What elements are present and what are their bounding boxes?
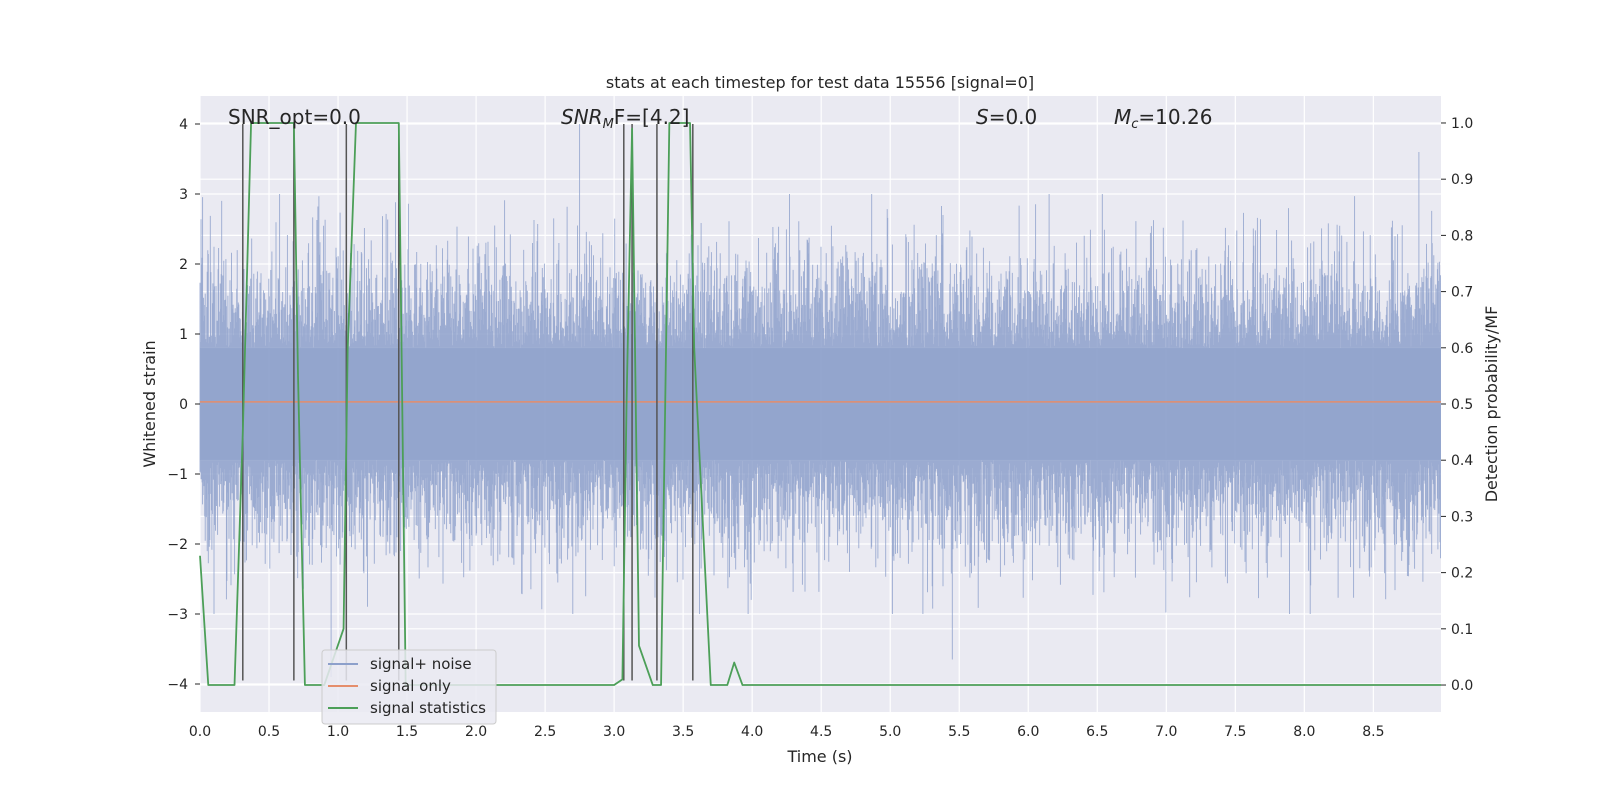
x-tick-label: 1.0 (327, 724, 349, 740)
y-right-tick-label: 0.3 (1451, 509, 1473, 525)
x-tick-label: 3.0 (603, 724, 625, 740)
y-left-tick-label: 2 (179, 257, 188, 273)
x-tick-label: 5.5 (948, 724, 970, 740)
y-left-tick-label: −3 (167, 607, 188, 623)
x-tick-label: 0.0 (189, 724, 211, 740)
annotation-snr-opt: SNR_opt=0.0 (228, 105, 361, 129)
legend-label-signal-noise: signal+ noise (370, 655, 472, 673)
y-left-tick-label: 1 (179, 327, 188, 343)
y-right-tick-label: 0.9 (1451, 172, 1473, 188)
y-right-tick-label: 1.0 (1451, 116, 1473, 132)
y-right-tick-label: 0.8 (1451, 228, 1473, 244)
y-left-tick-label: 4 (179, 117, 188, 133)
x-tick-label: 8.5 (1362, 724, 1384, 740)
x-tick-label: 6.5 (1086, 724, 1108, 740)
y-left-tick-label: 3 (179, 187, 188, 203)
y-axis-label-left: Whitened strain (140, 340, 159, 467)
y-left-tick-label: −2 (167, 537, 188, 553)
annotation-s: S=0.0 (976, 105, 1037, 129)
legend-label-signal-only: signal only (370, 677, 451, 695)
x-tick-label: 4.5 (810, 724, 832, 740)
x-tick-label: 1.5 (396, 724, 418, 740)
x-tick-label: 8.0 (1293, 724, 1315, 740)
snr-mf-value: F=[4.2] (614, 105, 690, 129)
mc-value: =10.26 (1138, 105, 1212, 129)
y-right-tick-label: 0.6 (1451, 341, 1473, 357)
s-symbol: S (976, 105, 989, 129)
x-tick-label: 6.0 (1017, 724, 1039, 740)
y-right-tick-label: 0.1 (1451, 622, 1473, 638)
chart-title: stats at each timestep for test data 155… (606, 73, 1034, 92)
mc-symbol: M (1114, 105, 1131, 129)
legend-label-signal-statistics: signal statistics (370, 699, 486, 717)
x-tick-label: 2.0 (465, 724, 487, 740)
x-axis-label: Time (s) (786, 747, 852, 766)
x-tick-label: 7.5 (1224, 724, 1246, 740)
legend: signal+ noise signal only signal statist… (321, 649, 497, 725)
y-right-tick-label: 0.5 (1451, 397, 1473, 413)
mc-subscript: c (1131, 117, 1138, 132)
y-left-axis-ticks: −4 −3 −2 −1 0 1 2 3 4 (167, 117, 200, 693)
x-tick-label: 2.5 (534, 724, 556, 740)
y-left-tick-label: −1 (167, 467, 188, 483)
snr-mf-subscript: M (603, 117, 614, 132)
y-right-tick-label: 0.0 (1451, 678, 1473, 694)
x-axis-ticks: 0.0 0.5 1.0 1.5 2.0 2.5 3.0 3.5 4.0 4.5 5.0 5.5 6.0 6… (189, 724, 1385, 740)
annotation-snr-mf: SNRMF=[4.2] (561, 105, 689, 132)
s-value: =0.0 (989, 105, 1038, 129)
y-axis-label-right: Detection probability/MF (1482, 306, 1501, 503)
signal-noise-band (200, 348, 1441, 460)
x-tick-label: 5.0 (879, 724, 901, 740)
y-right-tick-label: 0.7 (1451, 285, 1473, 301)
legend-box (321, 649, 497, 725)
x-tick-label: 0.5 (258, 724, 280, 740)
signal-noise-series (199, 124, 1441, 677)
x-tick-label: 4.0 (741, 724, 763, 740)
y-left-tick-label: 0 (179, 397, 188, 413)
y-left-tick-label: −4 (167, 677, 188, 693)
y-right-tick-label: 0.4 (1451, 453, 1473, 469)
x-tick-label: 3.5 (672, 724, 694, 740)
y-right-tick-label: 0.2 (1451, 566, 1473, 582)
annotation-mc: Mc=10.26 (1114, 105, 1212, 132)
snr-mf-symbol: SNR (561, 105, 603, 129)
y-right-axis-ticks: 0.0 0.1 0.2 0.3 0.4 0.5 0.6 0.7 0.8 0.9 1.0 (1441, 116, 1473, 694)
x-tick-label: 7.0 (1155, 724, 1177, 740)
